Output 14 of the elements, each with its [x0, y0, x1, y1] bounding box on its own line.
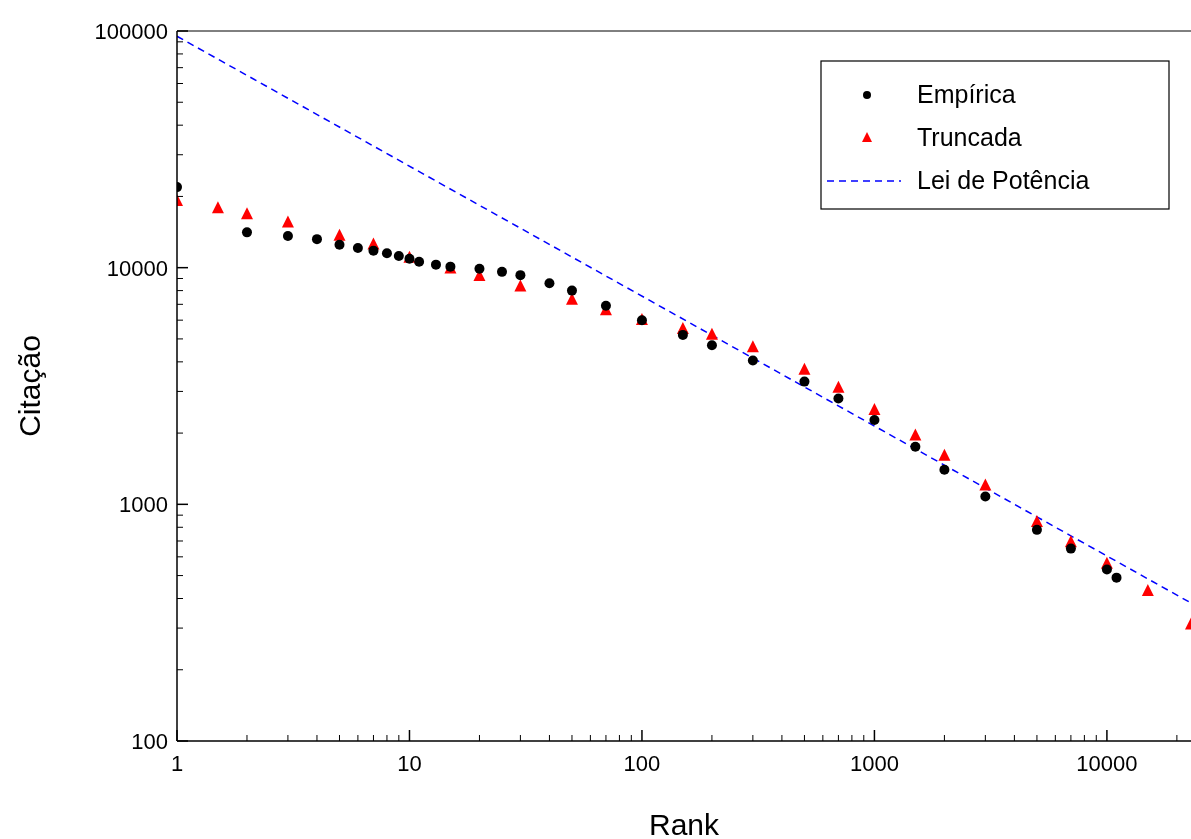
legend-label: Truncada	[917, 123, 1022, 151]
y-tick-label: 1000	[119, 492, 168, 518]
y-tick-label: 100000	[94, 19, 168, 44]
legend-label: Lei de Potência	[917, 166, 1090, 194]
y-tick-label: 100	[131, 729, 168, 754]
x-axis-title: Rank	[648, 808, 721, 839]
x-tick-label: 10000	[1076, 751, 1138, 776]
x-tick-label: 100	[623, 751, 661, 776]
x-tick-label: 1000	[849, 751, 899, 776]
x-tick-label: 1	[170, 751, 184, 776]
x-tick-label: 10	[397, 751, 422, 776]
legend-label: Empírica	[917, 80, 1016, 108]
y-tick-label: 10000	[106, 255, 168, 281]
y-axis-title: Citação	[13, 335, 46, 437]
